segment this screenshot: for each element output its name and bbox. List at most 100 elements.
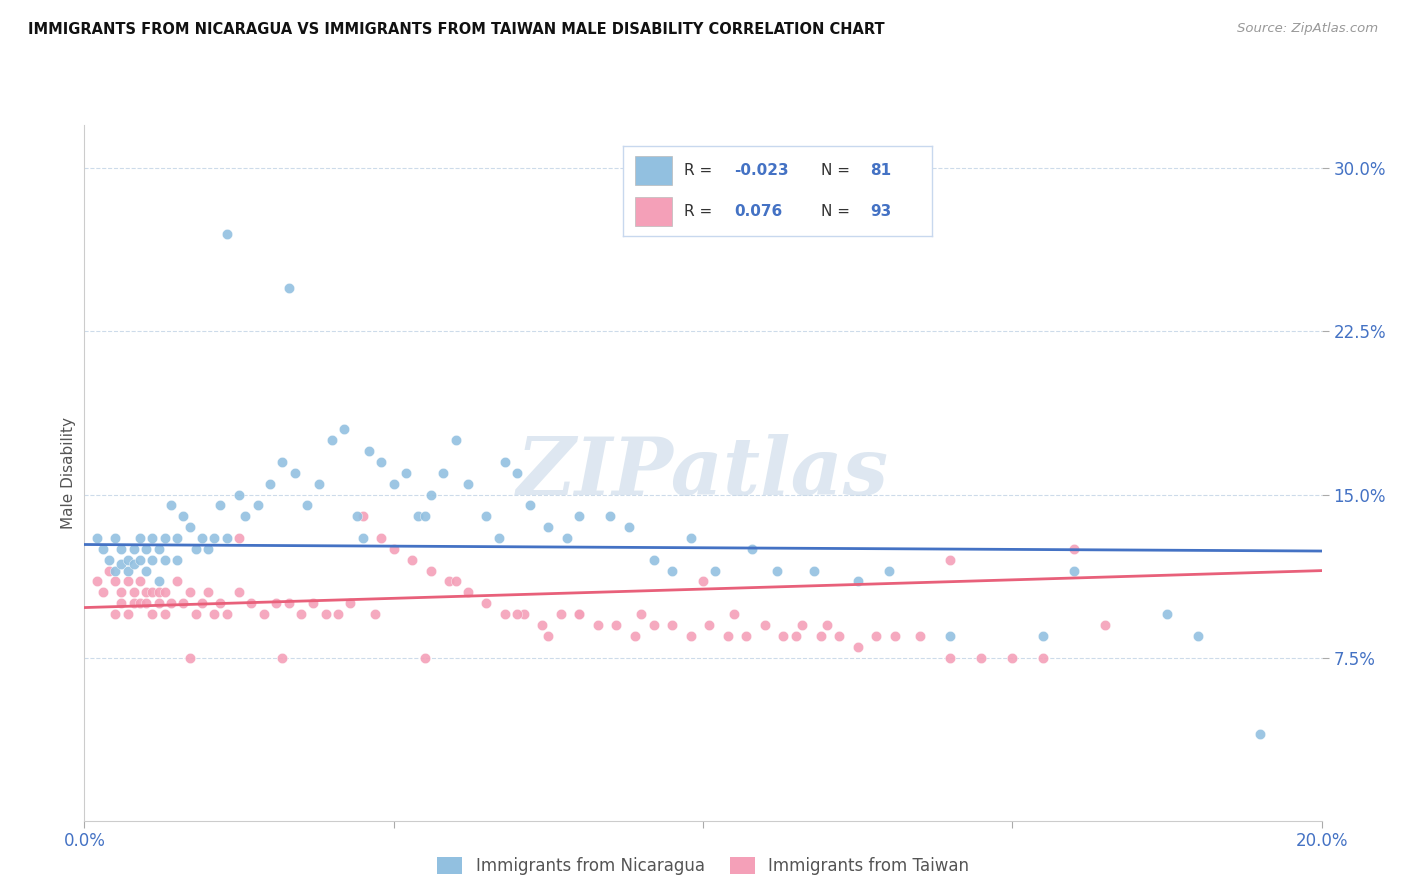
Point: [444, 433, 467, 447]
Text: R =: R =: [685, 162, 717, 178]
Text: -0.023: -0.023: [734, 162, 789, 178]
Point: [1001, 650, 1024, 665]
Point: [153, 531, 176, 545]
Point: [110, 596, 132, 610]
Point: [568, 509, 591, 524]
Point: [624, 629, 647, 643]
Point: [599, 509, 621, 524]
Point: [432, 466, 454, 480]
Point: [129, 552, 152, 567]
Point: [141, 552, 163, 567]
Text: 0.076: 0.076: [734, 204, 782, 219]
Point: [122, 585, 145, 599]
Text: 93: 93: [870, 204, 891, 219]
Point: [370, 531, 392, 545]
Point: [98, 564, 121, 578]
Point: [772, 629, 794, 643]
Point: [104, 574, 127, 589]
Point: [865, 629, 887, 643]
Point: [352, 531, 374, 545]
Point: [413, 650, 436, 665]
Point: [754, 618, 776, 632]
Point: [104, 564, 127, 578]
Point: [457, 476, 479, 491]
Point: [1032, 650, 1054, 665]
Point: [228, 487, 250, 501]
Y-axis label: Male Disability: Male Disability: [60, 417, 76, 529]
Point: [785, 629, 807, 643]
Point: [661, 618, 683, 632]
Point: [382, 541, 405, 556]
Point: [555, 531, 578, 545]
Point: [439, 574, 461, 589]
Point: [135, 541, 157, 556]
Point: [202, 607, 225, 621]
Point: [413, 509, 436, 524]
Point: [148, 596, 170, 610]
Point: [141, 585, 163, 599]
Point: [117, 552, 139, 567]
Point: [828, 629, 851, 643]
Point: [766, 564, 789, 578]
Point: [586, 618, 609, 632]
Point: [308, 476, 330, 491]
Point: [129, 596, 152, 610]
Point: [215, 607, 238, 621]
Point: [153, 607, 176, 621]
Point: [494, 455, 516, 469]
Point: [326, 607, 349, 621]
Point: [172, 596, 194, 610]
Point: [475, 509, 498, 524]
Point: [166, 574, 188, 589]
Point: [160, 596, 183, 610]
Point: [153, 552, 176, 567]
Point: [290, 607, 312, 621]
Point: [679, 531, 702, 545]
Point: [697, 618, 720, 632]
Point: [519, 499, 541, 513]
FancyBboxPatch shape: [636, 156, 672, 185]
Point: [630, 607, 652, 621]
Point: [661, 564, 683, 578]
Point: [346, 509, 368, 524]
Point: [277, 281, 299, 295]
Point: [110, 557, 132, 571]
Point: [1063, 564, 1085, 578]
Text: IMMIGRANTS FROM NICARAGUA VS IMMIGRANTS FROM TAIWAN MALE DISABILITY CORRELATION : IMMIGRANTS FROM NICARAGUA VS IMMIGRANTS …: [28, 22, 884, 37]
Text: Source: ZipAtlas.com: Source: ZipAtlas.com: [1237, 22, 1378, 36]
Point: [117, 564, 139, 578]
Point: [240, 596, 263, 610]
Point: [741, 541, 763, 556]
Point: [148, 585, 170, 599]
Point: [179, 585, 201, 599]
Point: [104, 607, 127, 621]
Point: [735, 629, 758, 643]
Point: [215, 227, 238, 241]
Point: [233, 509, 256, 524]
Point: [790, 618, 813, 632]
Point: [815, 618, 838, 632]
Point: [135, 585, 157, 599]
Point: [209, 499, 232, 513]
Point: [370, 455, 392, 469]
Point: [550, 607, 572, 621]
Point: [264, 596, 287, 610]
Text: R =: R =: [685, 204, 717, 219]
Point: [339, 596, 361, 610]
Point: [357, 444, 380, 458]
Point: [202, 531, 225, 545]
FancyBboxPatch shape: [636, 197, 672, 227]
Point: [1156, 607, 1178, 621]
Point: [104, 531, 127, 545]
Point: [1094, 618, 1116, 632]
Point: [277, 596, 299, 610]
Point: [129, 531, 152, 545]
Point: [970, 650, 993, 665]
Point: [184, 541, 207, 556]
Point: [401, 552, 423, 567]
Point: [253, 607, 276, 621]
Point: [86, 531, 108, 545]
Point: [475, 596, 498, 610]
Point: [1187, 629, 1209, 643]
Point: [166, 531, 188, 545]
